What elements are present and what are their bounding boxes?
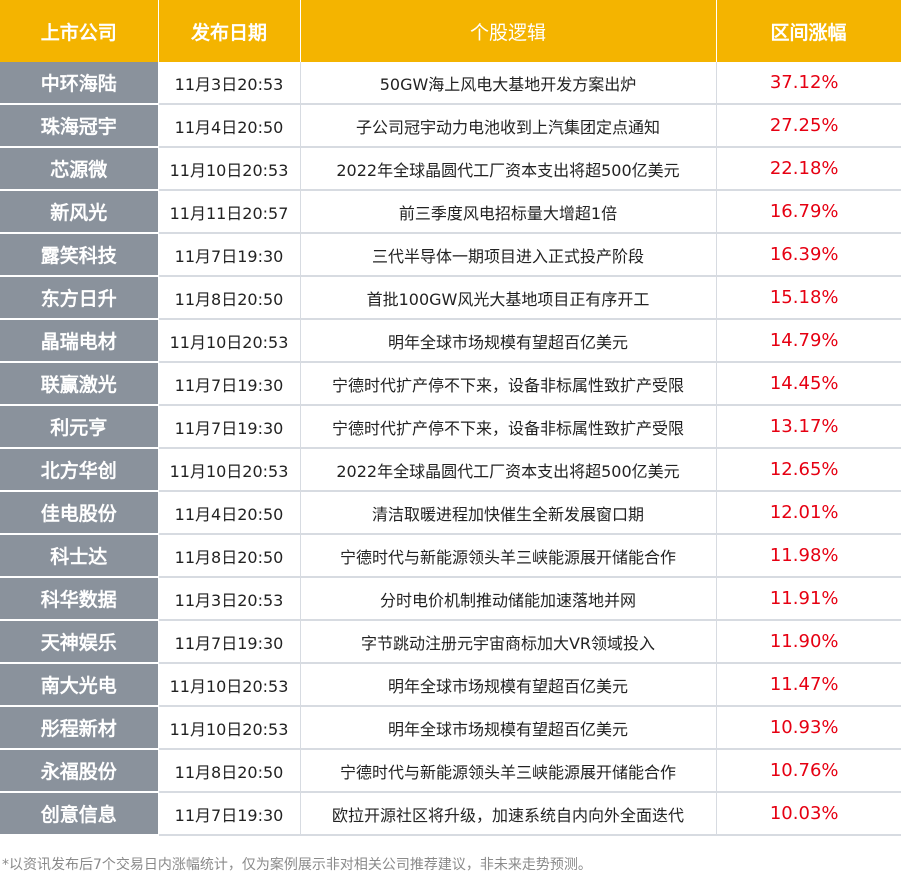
logic-cell: 分时电价机制推动储能加速落地并网 bbox=[300, 577, 717, 621]
logic-cell: 2022年全球晶圆代工厂资本支出将超500亿美元 bbox=[300, 147, 717, 191]
date-cell: 11月11日20:57 bbox=[158, 190, 301, 234]
date-cell: 11月10日20:53 bbox=[158, 319, 301, 363]
company-cell: 新风光 bbox=[0, 190, 159, 234]
header-logic: 个股逻辑 bbox=[300, 0, 717, 62]
date-cell: 11月4日20:50 bbox=[158, 104, 301, 148]
date-cell: 11月7日19:30 bbox=[158, 233, 301, 277]
change-cell: 11.91% bbox=[716, 577, 901, 621]
change-cell: 13.17% bbox=[716, 405, 901, 449]
table-row: 北方华创 11月10日20:53 2022年全球晶圆代工厂资本支出将超500亿美元 1… bbox=[0, 448, 901, 492]
logic-cell: 明年全球市场规模有望超百亿美元 bbox=[300, 663, 717, 707]
table-row: 珠海冠宇 11月4日20:50 子公司冠宇动力电池收到上汽集团定点通知 27.25% bbox=[0, 104, 901, 148]
logic-cell: 明年全球市场规模有望超百亿美元 bbox=[300, 706, 717, 750]
logic-cell: 字节跳动注册元宇宙商标加大VR领域投入 bbox=[300, 620, 717, 664]
logic-cell: 首批100GW风光大基地项目正有序开工 bbox=[300, 276, 717, 320]
date-cell: 11月3日20:53 bbox=[158, 577, 301, 621]
company-cell: 晶瑞电材 bbox=[0, 319, 159, 363]
logic-cell: 宁德时代扩产停不下来，设备非标属性致扩产受限 bbox=[300, 405, 717, 449]
logic-cell: 清洁取暖进程加快催生全新发展窗口期 bbox=[300, 491, 717, 535]
table-body: 中环海陆 11月3日20:53 50GW海上风电大基地开发方案出炉 37.12% 珠海冠… bbox=[0, 62, 901, 836]
date-cell: 11月8日20:50 bbox=[158, 749, 301, 793]
change-cell: 22.18% bbox=[716, 147, 901, 191]
date-cell: 11月7日19:30 bbox=[158, 362, 301, 406]
logic-cell: 宁德时代扩产停不下来，设备非标属性致扩产受限 bbox=[300, 362, 717, 406]
company-cell: 南大光电 bbox=[0, 663, 159, 707]
company-cell: 联赢激光 bbox=[0, 362, 159, 406]
date-cell: 11月7日19:30 bbox=[158, 405, 301, 449]
change-cell: 10.03% bbox=[716, 792, 901, 836]
date-cell: 11月10日20:53 bbox=[158, 706, 301, 750]
change-cell: 14.45% bbox=[716, 362, 901, 406]
company-cell: 天神娱乐 bbox=[0, 620, 159, 664]
table-row: 新风光 11月11日20:57 前三季度风电招标量大增超1倍 16.79% bbox=[0, 190, 901, 234]
change-cell: 12.01% bbox=[716, 491, 901, 535]
company-cell: 东方日升 bbox=[0, 276, 159, 320]
company-cell: 利元亨 bbox=[0, 405, 159, 449]
change-cell: 16.39% bbox=[716, 233, 901, 277]
change-cell: 15.18% bbox=[716, 276, 901, 320]
change-cell: 11.90% bbox=[716, 620, 901, 664]
date-cell: 11月3日20:53 bbox=[158, 62, 301, 105]
date-cell: 11月10日20:53 bbox=[158, 147, 301, 191]
company-cell: 科士达 bbox=[0, 534, 159, 578]
table-row: 科士达 11月8日20:50 宁德时代与新能源领头羊三峡能源展开储能合作 11.98% bbox=[0, 534, 901, 578]
table-row: 中环海陆 11月3日20:53 50GW海上风电大基地开发方案出炉 37.12% bbox=[0, 62, 901, 105]
table-row: 晶瑞电材 11月10日20:53 明年全球市场规模有望超百亿美元 14.79% bbox=[0, 319, 901, 363]
company-cell: 创意信息 bbox=[0, 792, 159, 836]
company-cell: 科华数据 bbox=[0, 577, 159, 621]
table-row: 南大光电 11月10日20:53 明年全球市场规模有望超百亿美元 11.47% bbox=[0, 663, 901, 707]
company-cell: 芯源微 bbox=[0, 147, 159, 191]
logic-cell: 明年全球市场规模有望超百亿美元 bbox=[300, 319, 717, 363]
change-cell: 16.79% bbox=[716, 190, 901, 234]
logic-cell: 宁德时代与新能源领头羊三峡能源展开储能合作 bbox=[300, 749, 717, 793]
logic-cell: 子公司冠宇动力电池收到上汽集团定点通知 bbox=[300, 104, 717, 148]
header-change: 区间涨幅 bbox=[716, 0, 901, 62]
disclaimer-footnote: *以资讯发布后7个交易日内涨幅统计，仅为案例展示非对相关公司推荐建议，非未来走势… bbox=[0, 852, 901, 880]
table-row: 天神娱乐 11月7日19:30 字节跳动注册元宇宙商标加大VR领域投入 11.90% bbox=[0, 620, 901, 664]
logic-cell: 2022年全球晶圆代工厂资本支出将超500亿美元 bbox=[300, 448, 717, 492]
date-cell: 11月7日19:30 bbox=[158, 792, 301, 836]
date-cell: 11月7日19:30 bbox=[158, 620, 301, 664]
logic-cell: 欧拉开源社区将升级，加速系统自内向外全面迭代 bbox=[300, 792, 717, 836]
change-cell: 27.25% bbox=[716, 104, 901, 148]
change-cell: 10.76% bbox=[716, 749, 901, 793]
date-cell: 11月10日20:53 bbox=[158, 663, 301, 707]
header-company: 上市公司 bbox=[0, 0, 159, 62]
company-cell: 佳电股份 bbox=[0, 491, 159, 535]
change-cell: 14.79% bbox=[716, 319, 901, 363]
table-row: 永福股份 11月8日20:50 宁德时代与新能源领头羊三峡能源展开储能合作 10.76… bbox=[0, 749, 901, 793]
change-cell: 12.65% bbox=[716, 448, 901, 492]
company-cell: 永福股份 bbox=[0, 749, 159, 793]
company-cell: 北方华创 bbox=[0, 448, 159, 492]
logic-cell: 前三季度风电招标量大增超1倍 bbox=[300, 190, 717, 234]
change-cell: 37.12% bbox=[716, 62, 901, 105]
date-cell: 11月4日20:50 bbox=[158, 491, 301, 535]
table-row: 创意信息 11月7日19:30 欧拉开源社区将升级，加速系统自内向外全面迭代 10.0… bbox=[0, 792, 901, 836]
table-header-row: 上市公司 发布日期 个股逻辑 区间涨幅 bbox=[0, 0, 901, 62]
header-date: 发布日期 bbox=[158, 0, 301, 62]
logic-cell: 宁德时代与新能源领头羊三峡能源展开储能合作 bbox=[300, 534, 717, 578]
company-cell: 彤程新材 bbox=[0, 706, 159, 750]
table-row: 利元亨 11月7日19:30 宁德时代扩产停不下来，设备非标属性致扩产受限 13.17… bbox=[0, 405, 901, 449]
table-row: 东方日升 11月8日20:50 首批100GW风光大基地项目正有序开工 15.18% bbox=[0, 276, 901, 320]
change-cell: 11.98% bbox=[716, 534, 901, 578]
logic-cell: 三代半导体一期项目进入正式投产阶段 bbox=[300, 233, 717, 277]
table-row: 芯源微 11月10日20:53 2022年全球晶圆代工厂资本支出将超500亿美元 22… bbox=[0, 147, 901, 191]
date-cell: 11月8日20:50 bbox=[158, 276, 301, 320]
stock-gain-table: 上市公司 发布日期 个股逻辑 区间涨幅 中环海陆 11月3日20:53 50GW海上… bbox=[0, 0, 901, 836]
company-cell: 珠海冠宇 bbox=[0, 104, 159, 148]
table-row: 联赢激光 11月7日19:30 宁德时代扩产停不下来，设备非标属性致扩产受限 14.4… bbox=[0, 362, 901, 406]
date-cell: 11月8日20:50 bbox=[158, 534, 301, 578]
date-cell: 11月10日20:53 bbox=[158, 448, 301, 492]
table-row: 露笑科技 11月7日19:30 三代半导体一期项目进入正式投产阶段 16.39% bbox=[0, 233, 901, 277]
change-cell: 11.47% bbox=[716, 663, 901, 707]
change-cell: 10.93% bbox=[716, 706, 901, 750]
table-row: 彤程新材 11月10日20:53 明年全球市场规模有望超百亿美元 10.93% bbox=[0, 706, 901, 750]
table-row: 科华数据 11月3日20:53 分时电价机制推动储能加速落地并网 11.91% bbox=[0, 577, 901, 621]
company-cell: 中环海陆 bbox=[0, 62, 159, 105]
logic-cell: 50GW海上风电大基地开发方案出炉 bbox=[300, 62, 717, 105]
table-row: 佳电股份 11月4日20:50 清洁取暖进程加快催生全新发展窗口期 12.01% bbox=[0, 491, 901, 535]
company-cell: 露笑科技 bbox=[0, 233, 159, 277]
